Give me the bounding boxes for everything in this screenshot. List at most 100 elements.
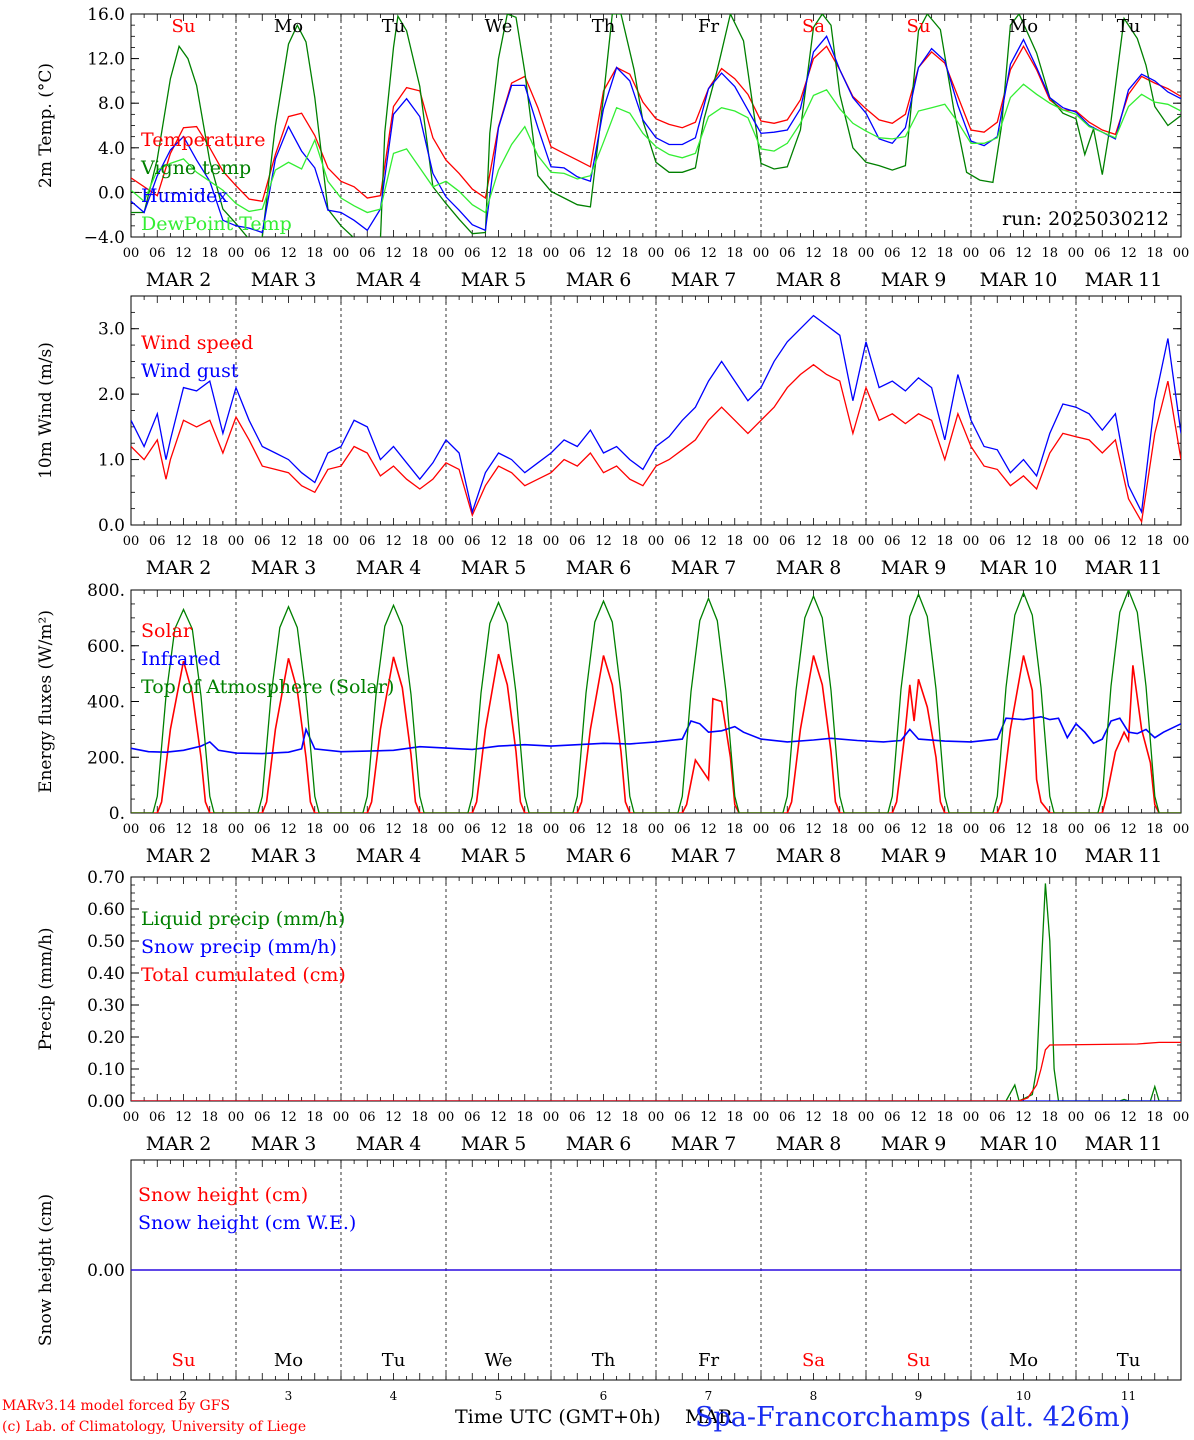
x-hour-label: 06 xyxy=(149,822,166,837)
legend-entry: Solar xyxy=(141,620,193,642)
x-hour-label: 00 xyxy=(1068,534,1085,549)
weekday-label: Mo xyxy=(274,1350,303,1371)
x-hour-label: 12 xyxy=(385,822,402,837)
x-hour-label: 12 xyxy=(1120,534,1137,549)
x-hour-label: 00 xyxy=(543,822,560,837)
x-hour-label: 12 xyxy=(595,1110,612,1125)
x-hour-label: 12 xyxy=(700,1110,717,1125)
x-date-label: MAR 10 xyxy=(980,845,1058,867)
x-hour-label: 06 xyxy=(884,534,901,549)
x-hour-label: 06 xyxy=(989,822,1006,837)
legend-entry: DewPoint Temp xyxy=(141,213,292,235)
x-hour-label: 06 xyxy=(989,1110,1006,1125)
x-hour-label: 00 xyxy=(228,246,245,261)
x-hour-label: 06 xyxy=(254,246,271,261)
panel-wind xyxy=(130,295,1182,526)
x-hour-label: 12 xyxy=(700,534,717,549)
panel-frame xyxy=(130,589,1182,814)
x-hour-label: 00 xyxy=(1173,534,1190,549)
x-hour-label: 18 xyxy=(726,1110,743,1125)
x-hour-label: 06 xyxy=(569,1110,586,1125)
legend-entry: Snow precip (mm/h) xyxy=(141,936,337,958)
x-hour-label: 00 xyxy=(753,534,770,549)
x-hour-label: 00 xyxy=(123,1110,140,1125)
x-date-label: MAR 5 xyxy=(461,557,527,579)
x-date-label: MAR 9 xyxy=(881,269,947,291)
x-hour-label: 18 xyxy=(411,1110,428,1125)
x-hour-label: 18 xyxy=(516,822,533,837)
x-hour-label: 06 xyxy=(569,534,586,549)
x-date-label: MAR 10 xyxy=(980,557,1058,579)
x-hour-label: 06 xyxy=(779,246,796,261)
x-hour-label: 18 xyxy=(201,822,218,837)
x-hour-label: 06 xyxy=(674,534,691,549)
x-hour-label: 12 xyxy=(385,1110,402,1125)
x-date-label: MAR 7 xyxy=(671,845,737,867)
series-line xyxy=(131,14,1181,237)
model-credit: MARv3.14 model forced by GFS xyxy=(2,1398,231,1414)
x-hour-label: 12 xyxy=(175,1110,192,1125)
x-hour-label: 18 xyxy=(621,534,638,549)
x-hour-label: 00 xyxy=(438,246,455,261)
weekday-label: Tu xyxy=(1117,16,1141,37)
x-hour-label: 18 xyxy=(411,246,428,261)
x-hour-label: 12 xyxy=(490,822,507,837)
y-axis-label: Energy fluxes (W/m²) xyxy=(36,610,56,793)
x-date-label: MAR 11 xyxy=(1085,557,1163,579)
x-date-label: MAR 3 xyxy=(251,1133,317,1155)
series-line xyxy=(131,715,1181,755)
panel-flux xyxy=(130,589,1182,814)
x-hour-label: 00 xyxy=(648,246,665,261)
legend-entry: Infrared xyxy=(141,648,221,670)
weekday-label: We xyxy=(485,1350,513,1371)
x-hour-label: 18 xyxy=(831,534,848,549)
legend-entry: Wind gust xyxy=(141,360,239,382)
y-tick-label: 0.70 xyxy=(87,868,125,888)
x-hour-label: 12 xyxy=(280,822,297,837)
x-hour-label: 18 xyxy=(1146,534,1163,549)
y-tick-label: 1.0 xyxy=(98,451,125,471)
series-line xyxy=(131,363,1181,524)
x-date-label: MAR 7 xyxy=(671,1133,737,1155)
x-hour-label: 12 xyxy=(1015,534,1032,549)
x-hour-label: 18 xyxy=(306,534,323,549)
x-hour-label: 00 xyxy=(228,822,245,837)
weekday-label: We xyxy=(485,16,513,37)
x-hour-label: 18 xyxy=(831,822,848,837)
x-day-number: 8 xyxy=(810,1389,818,1403)
x-hour-label: 06 xyxy=(359,822,376,837)
x-hour-label: 06 xyxy=(989,534,1006,549)
x-date-label: MAR 6 xyxy=(566,845,632,867)
x-hour-label: 00 xyxy=(1173,822,1190,837)
time-axis-label: Time UTC (GMT+0h) xyxy=(455,1406,661,1428)
x-hour-label: 12 xyxy=(175,246,192,261)
x-hour-label: 12 xyxy=(175,534,192,549)
x-date-label: MAR 2 xyxy=(146,1133,212,1155)
weekday-label: Th xyxy=(592,1350,616,1371)
x-date-label: MAR 5 xyxy=(461,1133,527,1155)
y-tick-label: 2.0 xyxy=(98,385,125,405)
x-hour-label: 00 xyxy=(1068,822,1085,837)
y-tick-label: 0.50 xyxy=(87,932,125,952)
x-hour-label: 18 xyxy=(516,246,533,261)
run-annotation: run: 2025030212 xyxy=(1002,208,1169,230)
y-axis-label: Snow height (cm) xyxy=(36,1194,56,1346)
x-hour-label: 00 xyxy=(438,1110,455,1125)
y-tick-label: 0.00 xyxy=(87,1092,125,1112)
legend-entry: Snow height (cm W.E.) xyxy=(138,1212,356,1234)
x-hour-label: 12 xyxy=(805,246,822,261)
y-tick-label: 3.0 xyxy=(98,320,125,340)
series-line xyxy=(131,883,1181,1101)
x-hour-label: 18 xyxy=(1041,246,1058,261)
x-hour-label: 12 xyxy=(805,822,822,837)
x-hour-label: 06 xyxy=(674,1110,691,1125)
legend-entry: Wind speed xyxy=(141,332,253,354)
x-hour-label: 18 xyxy=(1146,246,1163,261)
month-label: MAR xyxy=(685,1406,733,1428)
x-hour-label: 00 xyxy=(858,1110,875,1125)
x-date-label: MAR 10 xyxy=(980,1133,1058,1155)
x-date-label: MAR 4 xyxy=(356,557,422,579)
y-tick-label: 16.0 xyxy=(87,5,125,25)
x-hour-label: 00 xyxy=(228,534,245,549)
